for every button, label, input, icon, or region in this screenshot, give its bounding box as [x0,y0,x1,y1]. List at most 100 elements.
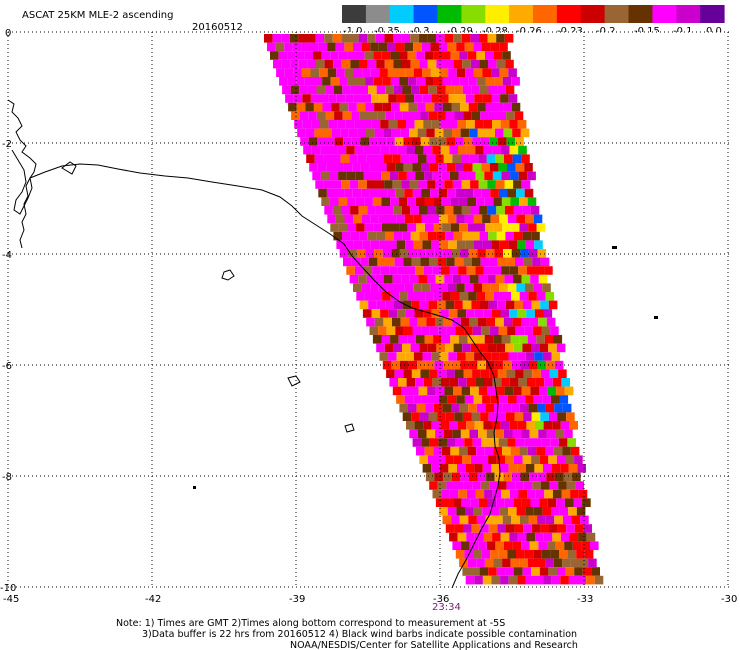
quality-cell [445,455,454,464]
quality-cell [451,403,460,413]
quality-cell [537,472,547,482]
y-tick-label: -6 [2,361,12,372]
quality-cell [398,171,407,181]
quality-cell [443,472,452,482]
quality-cell [479,206,488,215]
quality-cell [497,524,506,533]
quality-cell [502,403,512,413]
quality-cell [576,550,585,559]
quality-cell [483,145,493,155]
quality-cell [334,137,344,146]
quality-cell [466,489,476,499]
quality-cell [551,464,561,473]
quality-cell [381,335,391,344]
quality-cell [469,317,478,327]
quality-cell [499,240,509,249]
quality-cell [464,214,474,224]
quality-cell [392,154,401,163]
quality-cell [399,403,408,413]
quality-cell [393,59,402,69]
quality-cell [462,343,471,353]
quality-cell [349,274,359,284]
quality-cell [484,558,494,568]
quality-cell [417,102,426,112]
quality-cell [473,42,482,52]
quality-cell [428,231,437,241]
quality-cell [485,77,495,86]
quality-cell [316,111,326,120]
quality-cell [436,343,445,353]
quality-cell [351,137,361,146]
quality-cell [516,550,525,559]
quality-cell [496,343,506,353]
quality-cell [524,326,533,335]
quality-cell [485,249,495,258]
quality-cell [398,378,407,387]
quality-cell [537,515,546,525]
quality-cell [554,515,563,525]
quality-cell [498,188,508,198]
quality-cell [310,42,319,52]
quality-cell [527,446,537,456]
quality-cell [537,249,547,258]
quality-cell [405,309,415,318]
quality-cell [486,472,495,482]
quality-cell [446,481,455,490]
quality-cell [299,111,309,120]
quality-cell [379,240,388,249]
colorbar-label: -0.28 [482,26,508,37]
quality-cell [426,128,435,138]
quality-cell [453,231,463,241]
island-small-7 [654,316,658,319]
quality-cell [490,42,500,52]
quality-cell [374,249,383,258]
quality-cell [478,180,488,189]
quality-cell [539,343,549,353]
quality-cell [448,94,458,103]
quality-cell [479,231,489,241]
quality-cell [465,240,474,249]
quality-cell [506,111,515,120]
quality-cell [445,524,455,533]
quality-cell [278,51,288,60]
quality-cell [339,77,348,86]
quality-cell [430,395,440,404]
quality-cell [559,395,569,404]
quality-cell [457,309,467,318]
quality-cell [445,231,454,241]
quality-cell [501,266,510,275]
quality-cell [474,575,483,585]
quality-cell [542,507,551,516]
quality-cell [281,59,291,69]
quality-cell [476,51,485,60]
quality-cell [529,360,538,370]
quality-cell [458,266,467,275]
quality-cell [441,197,451,206]
quality-cell [412,188,422,198]
quality-cell [548,455,557,464]
quality-cell [386,369,395,378]
colorbar-label: -0.29 [447,26,473,37]
quality-cell [353,214,362,224]
quality-cell [404,214,414,224]
quality-cell [351,111,360,120]
quality-cell [481,438,490,447]
quality-cell [500,464,509,473]
quality-cell [500,532,510,542]
quality-cell [479,59,488,69]
quality-cell [382,249,392,258]
island-small-5 [193,486,196,489]
quality-cell [294,120,303,129]
quality-cell [509,120,518,129]
quality-cell [555,541,565,550]
quality-cell [356,292,365,301]
quality-cell [457,421,467,430]
quality-cell [528,403,537,413]
quality-cell [461,180,471,189]
quality-cell [460,472,469,482]
quality-cell [503,472,512,482]
quality-cell [531,231,540,241]
quality-cell [290,85,300,95]
quality-cell [415,171,425,181]
quality-cell [275,42,285,52]
